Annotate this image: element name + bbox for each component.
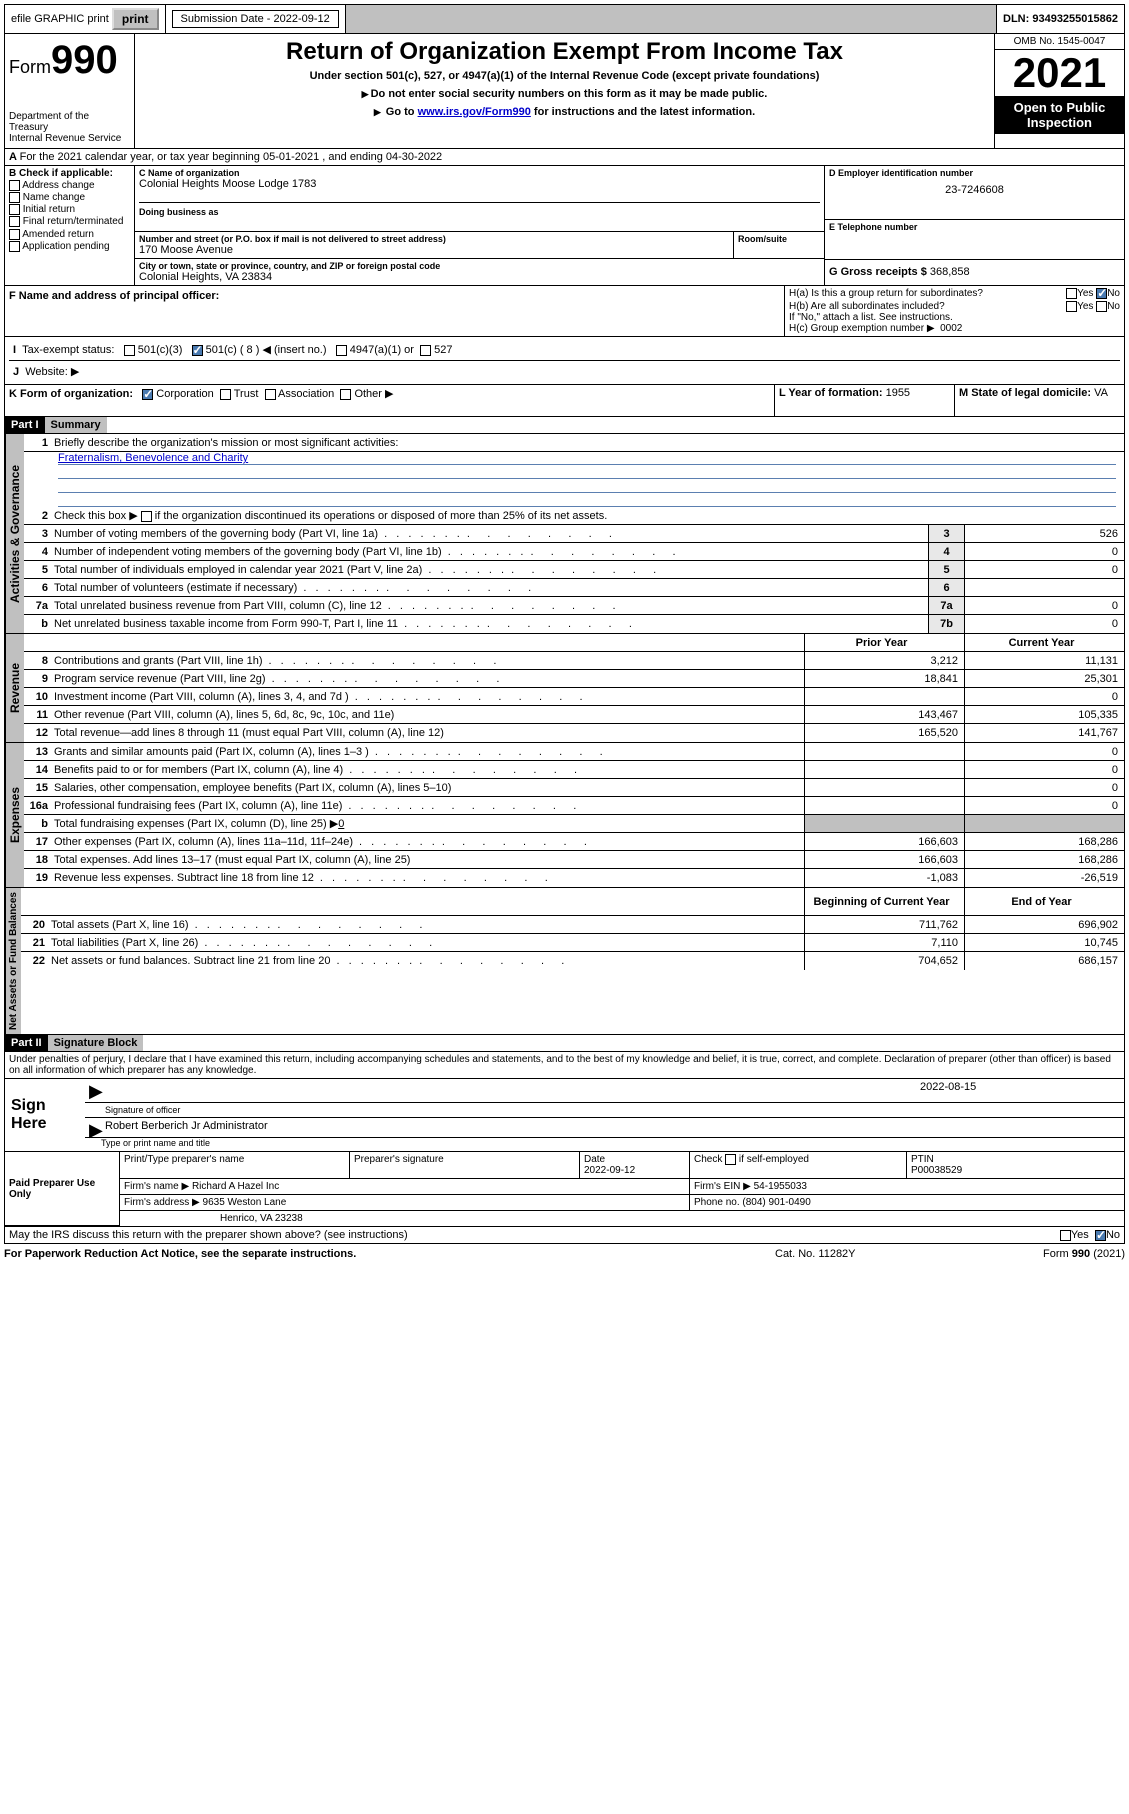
net-assets-section: Net Assets or Fund Balances Beginning of… [4, 888, 1125, 1035]
sig-date: 2022-08-15 [920, 1081, 1120, 1100]
mission-link[interactable]: Fraternalism, Benevolence and Charity [58, 452, 248, 464]
expenses-section: Expenses 13Grants and similar amounts pa… [4, 743, 1125, 888]
instructions-link[interactable]: www.irs.gov/Form990 [418, 106, 531, 118]
dln: DLN: 93493255015862 [997, 5, 1124, 33]
block-b: B Check if applicable: Address change Na… [5, 166, 135, 285]
blocks-f-h: F Name and address of principal officer:… [4, 286, 1125, 337]
tab-expenses: Expenses [5, 743, 24, 887]
block-c: C Name of organization Colonial Heights … [135, 166, 824, 285]
group-exemption: 0002 [940, 323, 962, 334]
lines-k-l-m: K Form of organization: Corporation Trus… [4, 385, 1125, 417]
form-subtitle-3: Go to www.irs.gov/Form990 for instructio… [143, 106, 986, 118]
submission-date: Submission Date - 2022-09-12 [172, 10, 339, 28]
firm-name: Richard A Hazel Inc [192, 1181, 279, 1192]
blocks-d-e-g: D Employer identification number 23-7246… [824, 166, 1124, 285]
form-subtitle-2: Do not enter social security numbers on … [143, 88, 986, 100]
omb-number: OMB No. 1545-0047 [995, 34, 1124, 50]
ein: 23-7246608 [829, 184, 1120, 196]
part1-header: Part I Summary [4, 417, 1125, 434]
org-city: Colonial Heights, VA 23834 [139, 271, 820, 283]
page-footer: For Paperwork Reduction Act Notice, see … [4, 1244, 1125, 1260]
blocks-b-thru-g: B Check if applicable: Address change Na… [4, 166, 1125, 286]
form-number: Form990 [9, 38, 130, 83]
paid-preparer-block: Paid Preparer Use Only Print/Type prepar… [4, 1152, 1125, 1227]
firm-phone: (804) 901-0490 [742, 1197, 810, 1208]
tab-net-assets: Net Assets or Fund Balances [5, 888, 21, 1034]
form-header: Form990 Department of the Treasury Inter… [4, 34, 1125, 149]
gross-receipts: 368,858 [930, 266, 970, 278]
line-f: F Name and address of principal officer: [5, 286, 784, 336]
ptin: P00038529 [911, 1165, 962, 1176]
tab-activities: Activities & Governance [5, 434, 24, 633]
part2-header: Part II Signature Block [4, 1035, 1125, 1052]
irs-discuss-row: May the IRS discuss this return with the… [4, 1227, 1125, 1244]
line-a: A For the 2021 calendar year, or tax yea… [4, 149, 1125, 166]
officer-name: Robert Berberich Jr Administrator [105, 1120, 268, 1135]
top-bar: efile GRAPHIC print print Submission Dat… [4, 4, 1125, 34]
lines-i-j: I Tax-exempt status: 501(c)(3) 501(c) ( … [4, 337, 1125, 385]
tax-year: 2021 [995, 50, 1124, 96]
form-subtitle-1: Under section 501(c), 527, or 4947(a)(1)… [143, 70, 986, 82]
org-street: 170 Moose Avenue [139, 244, 729, 256]
activities-section: Activities & Governance 1Briefly describ… [4, 434, 1125, 634]
open-inspection: Open to Public Inspection [995, 96, 1124, 134]
sign-here-block: Sign Here ▶ 2022-08-15 Signature of offi… [4, 1079, 1125, 1152]
firm-ein: 54-1955033 [754, 1181, 807, 1192]
efile-label: efile GRAPHIC print print [5, 5, 166, 33]
print-button[interactable]: print [112, 8, 159, 30]
org-name: Colonial Heights Moose Lodge 1783 [139, 178, 820, 190]
tab-revenue: Revenue [5, 634, 24, 742]
dept-label: Department of the Treasury [9, 111, 130, 133]
form-title: Return of Organization Exempt From Incom… [143, 38, 986, 66]
perjury-declaration: Under penalties of perjury, I declare th… [4, 1052, 1125, 1079]
revenue-section: Revenue Prior YearCurrent Year 8Contribu… [4, 634, 1125, 743]
submission-date-cell: Submission Date - 2022-09-12 [166, 5, 346, 33]
irs-label: Internal Revenue Service [9, 133, 130, 144]
